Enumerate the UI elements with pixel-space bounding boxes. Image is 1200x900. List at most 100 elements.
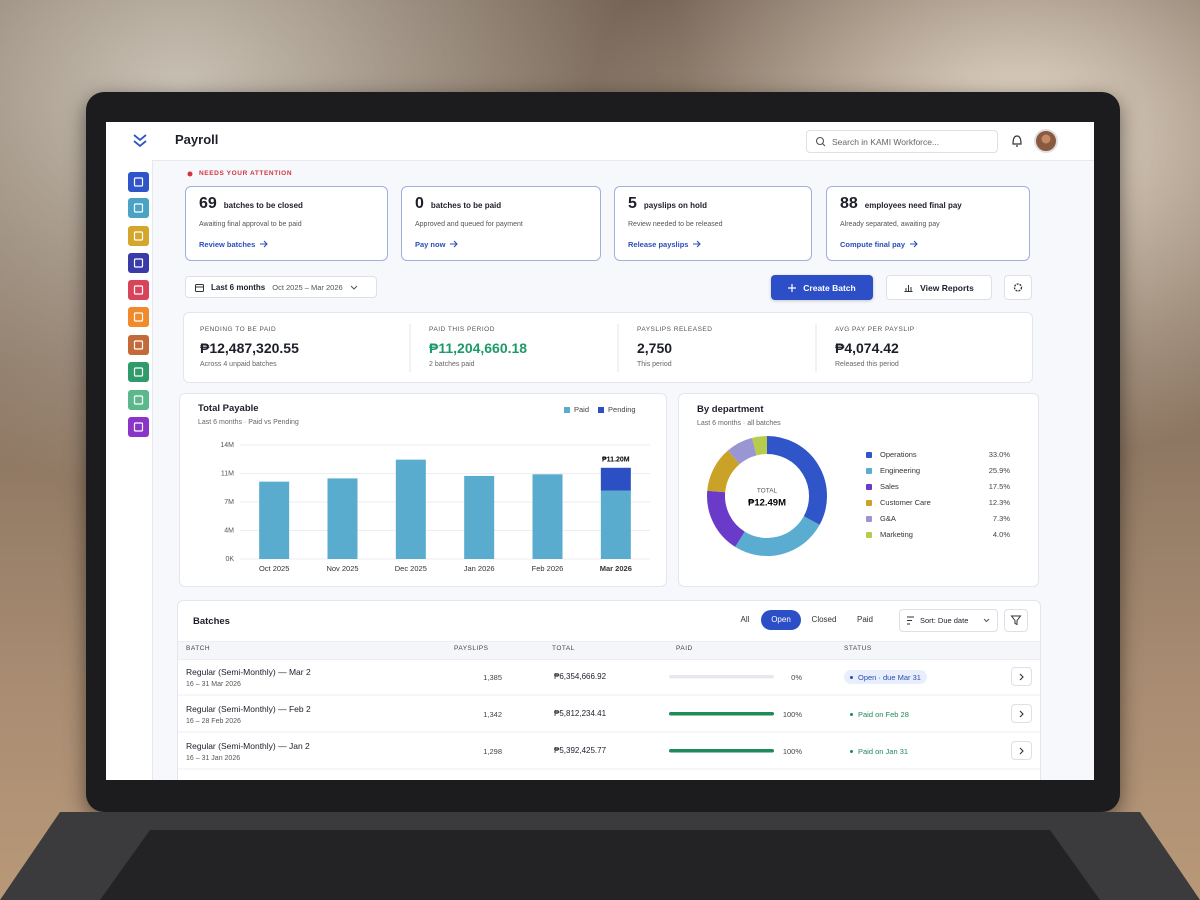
legend-swatch: [866, 452, 872, 458]
batch-period: 16 – 31 Mar 2026: [186, 680, 241, 688]
bar: [600, 467, 631, 491]
batch-name: Regular (Semi-Monthly) — Jan 2: [186, 740, 310, 751]
card-title: payslips on hold: [643, 201, 708, 210]
attention-card[interactable]: [185, 186, 388, 261]
batches-panel: [177, 600, 1041, 780]
card-link-text: Release payslips: [628, 239, 689, 249]
filter-button[interactable]: [1004, 609, 1028, 632]
view-reports-button[interactable]: View Reports: [886, 275, 992, 300]
filter-pill-active[interactable]: [761, 610, 801, 630]
card-heading: 88 employees need final pay: [840, 195, 962, 213]
view-reports-label: View Reports: [920, 282, 974, 293]
nav-icon: [128, 280, 149, 300]
legend-label: G&A: [880, 514, 896, 523]
filter-option[interactable]: Paid: [856, 615, 874, 625]
stat-value: ₱12,487,320.55: [200, 339, 299, 356]
card-link-text: Review batches: [199, 239, 256, 249]
nav-glyph: [133, 395, 144, 405]
stat-value: ₱11,204,660.18: [429, 339, 528, 356]
legend-label: Customer Care: [880, 498, 931, 507]
card-link[interactable]: Review batches: [199, 239, 269, 249]
column-header: PAYSLIPS: [454, 645, 489, 653]
settings-button[interactable]: [1004, 275, 1032, 300]
bell-icon: [1012, 135, 1022, 147]
stat-value: 2,750: [637, 339, 673, 356]
nav-icon: [128, 307, 149, 327]
bar: [600, 490, 631, 559]
filter-option[interactable]: Closed: [811, 615, 837, 625]
card-link[interactable]: Compute final pay: [840, 239, 918, 249]
stat-note: 2 batches paid: [429, 360, 475, 368]
sort-box[interactable]: [899, 609, 998, 632]
filter-option[interactable]: All: [740, 615, 750, 625]
card-heading: 0 batches to be paid: [415, 195, 501, 213]
annotation: ₱11.20M: [602, 457, 630, 464]
status-text: Paid on Feb 28: [858, 709, 909, 719]
y-tick-label: 14M: [220, 442, 234, 449]
legend-label: Engineering: [880, 466, 920, 475]
stat-label: PENDING TO BE PAID: [200, 326, 277, 334]
card-heading: 69 batches to be closed: [199, 195, 303, 213]
x-tick-label: Nov 2025: [326, 564, 358, 573]
attention-card[interactable]: [614, 186, 812, 261]
chart-title: By department: [697, 404, 764, 416]
card-description: Approved and queued for payment: [415, 220, 523, 228]
create-batch-label: Create Batch: [803, 282, 856, 293]
row-button[interactable]: [1011, 741, 1032, 760]
donut-center-label: TOTAL: [757, 488, 778, 495]
y-tick-label: 11M: [221, 470, 234, 477]
total: ₱6,354,666.92: [554, 672, 607, 682]
arrow-icon: [693, 240, 702, 248]
nav-icon: [128, 335, 149, 355]
chart-title: Total Payable: [198, 403, 259, 415]
batch-name: Regular (Semi-Monthly) — Mar 2: [186, 666, 311, 677]
attention-card[interactable]: [826, 186, 1030, 261]
nav-glyph: [133, 422, 144, 432]
attention-card[interactable]: [401, 186, 601, 261]
nav-icon: [128, 172, 149, 192]
batch-name: Regular (Semi-Monthly) — Feb 2: [186, 703, 311, 714]
card-link-text: Compute final pay: [840, 239, 906, 249]
donut-segment: [707, 490, 746, 547]
stat-label: AVG PAY PER PAYSLIP: [835, 326, 915, 334]
card-link-text: Pay now: [415, 239, 446, 249]
nav-icon: [128, 226, 149, 246]
nav-glyph: [133, 258, 144, 268]
legend-swatch: [866, 484, 872, 490]
total: ₱5,812,234.41: [554, 709, 607, 719]
create-batch-button[interactable]: Create Batch: [771, 275, 873, 300]
legend-label: Paid: [574, 405, 590, 414]
search-icon-handle: [822, 143, 826, 147]
stat-note: This period: [637, 360, 672, 368]
status-pill: Paid on Feb 28: [844, 707, 915, 721]
payslips: 1,385: [483, 672, 502, 682]
date-range: Last 6 months: [211, 282, 266, 292]
legend-label: Marketing: [880, 530, 913, 539]
legend-value: 4.0%: [993, 530, 1010, 539]
nav-icon: [128, 198, 149, 218]
card-link[interactable]: Pay now: [415, 239, 459, 249]
legend-value: 25.9%: [989, 466, 1011, 475]
total: ₱5,392,425.77: [554, 746, 607, 756]
payslips: 1,342: [483, 709, 502, 719]
stat-label: PAID THIS PERIOD: [429, 326, 495, 334]
filter-option[interactable]: Open: [771, 615, 791, 625]
legend-swatch: [866, 516, 872, 522]
row-button[interactable]: [1011, 704, 1032, 723]
chevron-icon: [350, 285, 358, 290]
donut-segment: [735, 515, 820, 556]
search-box[interactable]: [806, 130, 998, 153]
x-tick-label: Mar 2026: [600, 564, 632, 573]
row-button[interactable]: [1011, 667, 1032, 686]
y-tick-label: 0K: [225, 556, 234, 563]
nav-icon: [128, 362, 149, 382]
column-header: BATCH: [186, 645, 211, 653]
nav-icon: [128, 390, 149, 410]
card-link[interactable]: Release payslips: [628, 239, 702, 249]
bar: [464, 475, 495, 559]
arrow-icon: [450, 240, 459, 248]
date-filter[interactable]: Last 6 months Oct 2025 – Mar 2026: [185, 276, 377, 298]
progress-track: [669, 675, 774, 679]
bar: [259, 481, 290, 559]
